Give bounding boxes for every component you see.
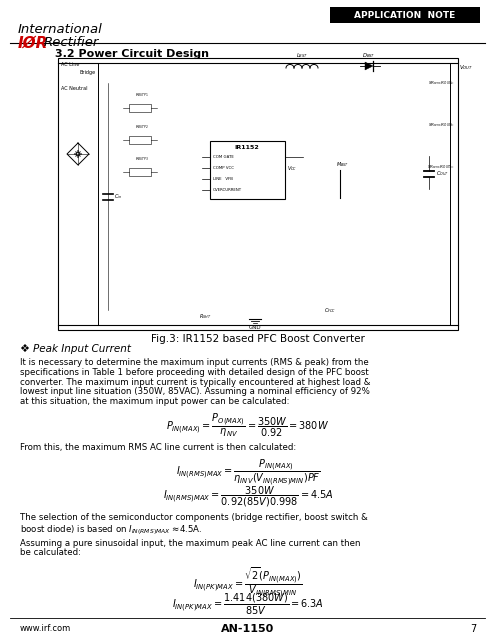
Text: COMP VCC: COMP VCC — [213, 166, 234, 170]
Text: lowest input line situation (350W, 85VAC). Assuming a nominal efficiency of 92%: lowest input line situation (350W, 85VAC… — [20, 387, 370, 396]
Text: APPLICATION  NOTE: APPLICATION NOTE — [354, 10, 455, 19]
Text: GND: GND — [248, 325, 261, 330]
Text: boost diode) is based on $I_{IN(RMS)MAX}$ ≈4.5A.: boost diode) is based on $I_{IN(RMS)MAX}… — [20, 523, 202, 536]
Text: $P_{IN(MAX)} = \dfrac{P_{O(MAX)}}{\eta_{NV}} = \dfrac{350W}{0.92} = 380W$: $P_{IN(MAX)} = \dfrac{P_{O(MAX)}}{\eta_{… — [166, 413, 330, 439]
Text: ❖: ❖ — [20, 344, 37, 354]
Text: $D_{BST}$: $D_{BST}$ — [362, 51, 376, 60]
Bar — [129, 104, 151, 112]
Text: specifications in Table 1 before proceeding with detailed design of the PFC boos: specifications in Table 1 before proceed… — [20, 368, 369, 377]
Text: $L_{BST}$: $L_{BST}$ — [296, 51, 308, 60]
Text: $R_{SHT}$: $R_{SHT}$ — [199, 312, 211, 321]
Bar — [58, 58, 458, 330]
Text: $SR_{sens}\,R_{OUT2}$: $SR_{sens}\,R_{OUT2}$ — [428, 121, 453, 129]
Text: $I_{IN(PK)MAX} = \dfrac{\sqrt{2}(P_{IN(MAX)})}{V_{IN(RMS)MIN}}$: $I_{IN(PK)MAX} = \dfrac{\sqrt{2}(P_{IN(M… — [193, 566, 303, 600]
Text: be calculated:: be calculated: — [20, 548, 81, 557]
Text: $I_{IN(PK)MAX} = \dfrac{1.414(380W)}{85V} = 6.3A$: $I_{IN(PK)MAX} = \dfrac{1.414(380W)}{85V… — [172, 592, 324, 617]
Text: $I_{IN(RMS)MAX} = \dfrac{350W}{0.92(85V)0.998} = 4.5A$: $I_{IN(RMS)MAX} = \dfrac{350W}{0.92(85V)… — [163, 485, 333, 509]
Text: at this situation, the maximum input power can be calculated:: at this situation, the maximum input pow… — [20, 397, 290, 406]
Text: $SR_{sens}\,R_{OUT3}$: $SR_{sens}\,R_{OUT3}$ — [428, 163, 453, 171]
Text: COM GATE: COM GATE — [213, 155, 234, 159]
Text: $R_{BSTP2}$: $R_{BSTP2}$ — [135, 124, 149, 131]
Text: LINE   VFB: LINE VFB — [213, 177, 233, 181]
Text: 3.2 Power Circuit Design: 3.2 Power Circuit Design — [55, 49, 209, 59]
Text: $C_{OUT}$: $C_{OUT}$ — [436, 170, 449, 179]
Text: AC Line: AC Line — [61, 62, 79, 67]
Text: International: International — [18, 23, 103, 36]
Text: Bridge: Bridge — [80, 70, 96, 75]
Bar — [129, 136, 151, 144]
FancyBboxPatch shape — [330, 7, 480, 23]
Text: 7: 7 — [470, 624, 476, 634]
Bar — [210, 141, 285, 199]
Text: Rectifier: Rectifier — [44, 36, 99, 49]
Text: IØR: IØR — [18, 36, 49, 51]
Polygon shape — [365, 62, 373, 70]
Text: IR1152: IR1152 — [235, 145, 259, 150]
Text: Assuming a pure sinusoidal input, the maximum peak AC line current can then: Assuming a pure sinusoidal input, the ma… — [20, 539, 360, 548]
Bar — [129, 168, 151, 176]
Text: $I_{IN(RMS)MAX} = \dfrac{P_{IN(MAX)}}{\eta_{INV}(V_{IN(RMS)MIN})PF}$: $I_{IN(RMS)MAX} = \dfrac{P_{IN(MAX)}}{\e… — [176, 457, 320, 486]
Text: $R_{BSTP3}$: $R_{BSTP3}$ — [135, 156, 149, 163]
Text: www.irf.com: www.irf.com — [20, 624, 71, 633]
Text: Fig.3: IR1152 based PFC Boost Converter: Fig.3: IR1152 based PFC Boost Converter — [151, 334, 365, 344]
Text: AN-1150: AN-1150 — [221, 624, 275, 634]
Text: From this, the maximum RMS AC line current is then calculated:: From this, the maximum RMS AC line curre… — [20, 443, 296, 452]
Text: Peak Input Current: Peak Input Current — [33, 344, 131, 354]
Text: $M_{BST}$: $M_{BST}$ — [336, 160, 348, 169]
Text: $SR_{sens}\,R_{OUT1}$: $SR_{sens}\,R_{OUT1}$ — [428, 79, 453, 87]
Text: OVERCURRENT: OVERCURRENT — [213, 188, 242, 192]
Text: $C_{FCC}$: $C_{FCC}$ — [324, 306, 336, 315]
Text: $V_{CC}$: $V_{CC}$ — [287, 164, 297, 173]
Text: $C_{in}$: $C_{in}$ — [114, 193, 122, 202]
Text: $R_{BSTP1}$: $R_{BSTP1}$ — [135, 92, 149, 99]
Text: It is necessary to determine the maximum input currents (RMS & peak) from the: It is necessary to determine the maximum… — [20, 358, 369, 367]
Text: converter. The maximum input current is typically encountered at highest load &: converter. The maximum input current is … — [20, 378, 370, 387]
Text: The selection of the semiconductor components (bridge rectifier, boost switch &: The selection of the semiconductor compo… — [20, 513, 368, 522]
Text: AC Neutral: AC Neutral — [61, 86, 88, 91]
Text: $V_{OUT}$: $V_{OUT}$ — [459, 63, 473, 72]
